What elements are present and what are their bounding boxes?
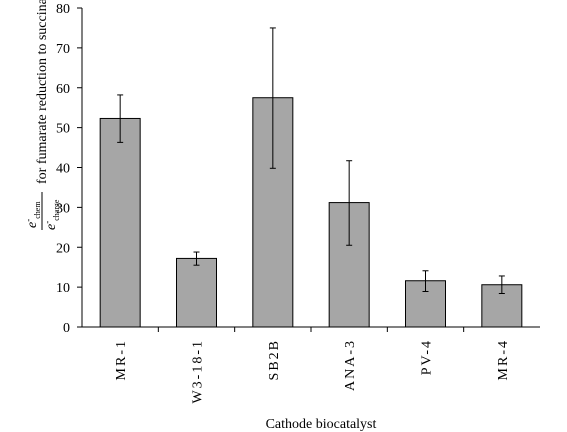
y-tick-label: 10: [56, 281, 70, 296]
bar-mr-1: [99, 117, 141, 328]
y-axis: 0 10 20 30 40 50 60 70 80: [56, 2, 82, 336]
x-axis: MR-1 W3-18-1 SB2B ANA-3 PV-4 MR-4: [114, 327, 511, 404]
y-label-denominator: e-charge: [42, 199, 61, 230]
x-axis-title: Cathode biocatalyst: [266, 417, 377, 432]
y-label-numerator: e-chem: [23, 201, 42, 228]
x-tick-label: MR-1: [114, 339, 129, 380]
x-tick-label: MR-4: [496, 339, 511, 380]
y-tick-label: 40: [56, 162, 70, 177]
y-tick-label: 60: [56, 82, 70, 97]
y-tick-label: 70: [56, 42, 70, 57]
y-label-suffix: for fumarate reduction to succinate: [35, 0, 50, 184]
x-tick-label: PV-4: [420, 339, 435, 375]
x-tick-label: W3-18-1: [191, 339, 206, 404]
y-axis-label: e-chem e-charge for fumarate reduction t…: [23, 0, 61, 230]
bar-w3-18-1: [176, 257, 217, 328]
x-tick-label: ANA-3: [343, 339, 358, 391]
y-tick-label: 80: [56, 2, 70, 17]
y-tick-label: 0: [63, 321, 70, 336]
bars: [99, 27, 523, 328]
y-tick-label: 30: [56, 201, 70, 216]
y-tick-label: 50: [56, 122, 70, 137]
x-tick-label: SB2B: [267, 339, 282, 380]
y-tick-label: 20: [56, 241, 70, 256]
